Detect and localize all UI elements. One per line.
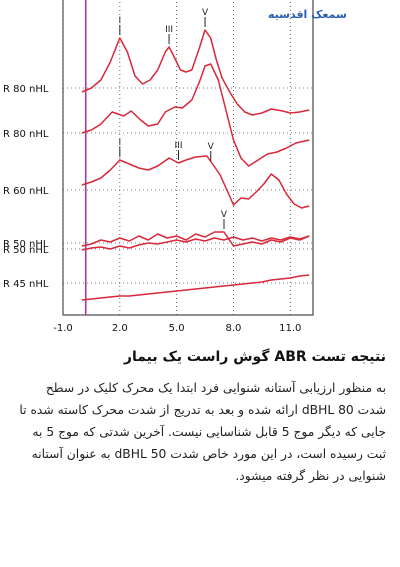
y-row-label: R 50 nHL	[3, 239, 49, 250]
peak-label: III	[165, 25, 173, 35]
brand-logo: سمعک اقدسیه	[268, 8, 347, 21]
peak-label: V	[202, 8, 209, 18]
peak-label: III	[175, 141, 183, 151]
waveform-line	[81, 231, 310, 247]
caption-block: نتیجه تست ABR گوش راست یک بیمار به منظور…	[14, 349, 386, 487]
peak-label: V	[208, 142, 215, 152]
caption-heading: نتیجه تست ABR گوش راست یک بیمار	[123, 349, 386, 365]
peak-label: V	[221, 210, 228, 220]
x-tick-label: -1.0	[53, 323, 73, 334]
waveform-line	[81, 274, 310, 301]
y-row-label: R 80 nHL	[3, 129, 49, 140]
plot-frame	[62, 0, 314, 316]
waveform-line	[81, 63, 310, 167]
caption-paragraph: به منظور ارزیابی آستانه شنوایی فرد ابتدا…	[19, 381, 386, 483]
waveform-line	[81, 235, 310, 251]
y-row-label: R 60 nHL	[3, 186, 49, 197]
x-tick-label: 11.0	[279, 323, 301, 334]
peak-label: I	[118, 138, 121, 148]
waveform-line	[81, 29, 310, 116]
x-tick-label: 2.0	[112, 323, 128, 334]
y-row-label: R 50 nHL	[3, 245, 49, 256]
y-row-label: R 80 nHL	[3, 84, 49, 95]
waveform-line	[81, 155, 310, 209]
y-row-label: R 45 nHL	[3, 279, 49, 290]
peak-label: I	[118, 16, 121, 26]
x-tick-label: 5.0	[169, 323, 185, 334]
x-tick-label: 8.0	[226, 323, 242, 334]
abr-chart: R 80 nHL R 80 nHL R 60 nHL R 50 nHL R 50 nHL…	[3, 0, 347, 334]
